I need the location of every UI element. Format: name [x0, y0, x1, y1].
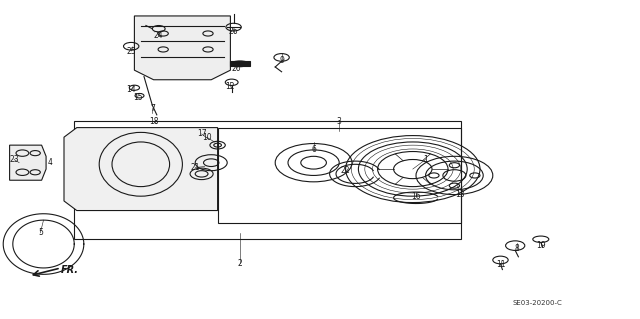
- Text: 17: 17: [196, 130, 207, 138]
- Text: 1: 1: [423, 155, 428, 164]
- Text: 13: 13: [454, 190, 465, 199]
- Text: 22: 22: [341, 166, 350, 175]
- Text: 18: 18: [149, 117, 158, 126]
- Text: 7: 7: [150, 104, 155, 113]
- Text: 10: 10: [202, 133, 212, 142]
- Text: 15: 15: [132, 93, 143, 102]
- Text: 23: 23: [9, 155, 19, 164]
- Text: 20: 20: [232, 64, 242, 73]
- Polygon shape: [10, 145, 46, 180]
- Text: 6: 6: [311, 145, 316, 154]
- Text: 19: 19: [536, 241, 546, 250]
- Text: 3: 3: [337, 117, 342, 126]
- Text: 26: 26: [228, 27, 239, 36]
- Text: 4: 4: [47, 158, 52, 167]
- Text: FR.: FR.: [61, 264, 79, 275]
- Text: 21: 21: [191, 163, 200, 172]
- Polygon shape: [64, 128, 218, 211]
- Text: 11: 11: [497, 260, 506, 269]
- Text: 12: 12: [226, 82, 235, 91]
- Text: 8: 8: [515, 244, 520, 253]
- Text: 24: 24: [154, 31, 164, 40]
- Text: 25: 25: [126, 47, 136, 56]
- Bar: [230, 61, 250, 66]
- Text: 16: 16: [411, 192, 421, 201]
- Text: 9: 9: [279, 56, 284, 65]
- Text: 2: 2: [237, 259, 243, 268]
- Text: 5: 5: [38, 228, 43, 237]
- Text: SE03-20200-C: SE03-20200-C: [513, 300, 563, 306]
- Text: 14: 14: [126, 85, 136, 94]
- Polygon shape: [134, 16, 230, 80]
